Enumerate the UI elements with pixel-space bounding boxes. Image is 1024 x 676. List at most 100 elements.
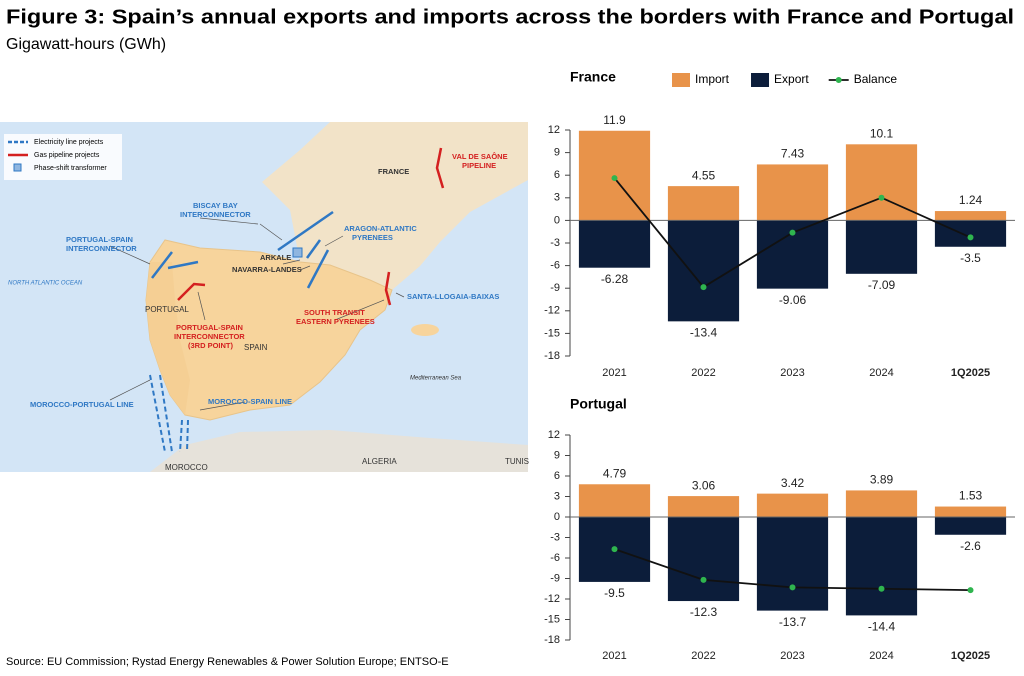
balance-marker xyxy=(967,587,974,594)
subtitle: Gigawatt-hours (GWh) xyxy=(6,36,166,53)
data-label: -7.09 xyxy=(868,278,896,292)
y-tick-label: -12 xyxy=(544,305,560,317)
data-label: 3.42 xyxy=(781,476,805,490)
legend-swatch xyxy=(672,73,690,87)
map-label: ARKALE xyxy=(260,253,291,262)
y-tick-label: -15 xyxy=(544,327,560,339)
y-tick-label: -18 xyxy=(544,634,560,646)
data-label: 3.89 xyxy=(870,473,894,487)
transformer xyxy=(292,247,303,258)
balance-marker xyxy=(967,234,974,241)
chart-title: Portugal xyxy=(570,396,627,412)
map-label: PORTUGAL-SPAIN INTERCONNECTOR (3RD POINT) xyxy=(174,323,245,350)
x-tick-label: 2023 xyxy=(780,367,804,379)
y-tick-label: -15 xyxy=(544,613,560,625)
data-label: 1.53 xyxy=(959,489,983,503)
electricity-line xyxy=(151,210,334,289)
title: Figure 3: Spain’s annual exports and imp… xyxy=(6,6,1014,28)
map-label: NAVARRA-LANDES xyxy=(232,265,302,274)
legend-label: Export xyxy=(774,72,809,86)
y-tick-label: 6 xyxy=(554,470,560,482)
map-label: ARAGON-ATLANTIC PYRENEES xyxy=(344,224,417,242)
x-tick-label: 2022 xyxy=(691,650,715,662)
y-tick-label: 0 xyxy=(554,511,560,523)
x-tick-label: 2021 xyxy=(602,367,626,379)
map-legend-label: Electricity line projects xyxy=(34,139,104,146)
bar xyxy=(667,496,740,517)
bar xyxy=(756,493,829,517)
map-legend-label: Gas pipeline projects xyxy=(34,152,100,159)
map-label: TUNIS xyxy=(505,457,529,466)
data-label: -2.6 xyxy=(960,539,981,553)
legend-swatch xyxy=(835,77,842,83)
y-tick-label: 9 xyxy=(554,147,560,159)
balance-marker xyxy=(611,546,618,553)
data-label: -9.5 xyxy=(604,586,625,600)
bar xyxy=(934,220,1007,247)
bar xyxy=(667,517,740,602)
map-label: BISCAY BAY INTERCONNECTOR xyxy=(180,201,251,219)
map-label: SANTA-LLOGAIA-BAIXAS xyxy=(407,292,499,301)
balance-marker xyxy=(700,284,707,291)
data-label: 4.79 xyxy=(603,466,627,480)
data-label: 11.9 xyxy=(603,113,626,127)
gas-pipeline xyxy=(177,147,445,306)
y-tick-label: 12 xyxy=(548,124,560,136)
map-label: SOUTH TRANSIT EASTERN PYRENEES xyxy=(296,308,375,326)
bar xyxy=(845,490,918,517)
bar xyxy=(667,220,740,322)
map-label: NORTH ATLANTIC OCEAN xyxy=(8,281,83,287)
map-label: FRANCE xyxy=(378,167,409,176)
y-tick-label: 3 xyxy=(554,192,560,204)
map-label: SPAIN xyxy=(244,343,268,352)
y-tick-label: -18 xyxy=(544,350,560,362)
map-legend-label: Phase-shift transformer xyxy=(34,165,107,172)
bar xyxy=(667,186,740,221)
y-tick-label: -6 xyxy=(550,260,560,272)
map-label: MOROCCO-PORTUGAL LINE xyxy=(30,400,134,409)
balance-marker xyxy=(789,584,796,591)
data-label: 7.43 xyxy=(781,147,805,161)
chart-title: France xyxy=(570,69,616,85)
portugal-land xyxy=(146,262,190,415)
leader-line xyxy=(109,217,405,411)
y-tick-label: 9 xyxy=(554,449,560,461)
legend-transformer xyxy=(13,163,22,172)
balance-marker xyxy=(878,194,885,201)
map-label: MOROCCO-SPAIN LINE xyxy=(208,397,292,406)
x-tick-label: 1Q2025 xyxy=(951,650,990,662)
map-label: Mediterranean Sea xyxy=(410,376,462,382)
data-label: -9.06 xyxy=(779,293,807,307)
bar xyxy=(845,220,918,274)
map-label: PORTUGAL xyxy=(145,305,189,314)
bar xyxy=(934,517,1007,535)
x-tick-label: 2021 xyxy=(602,650,626,662)
legend-label: Balance xyxy=(854,72,898,86)
africa-land xyxy=(150,430,528,472)
bar xyxy=(756,164,829,221)
x-tick-label: 2023 xyxy=(780,650,804,662)
balance-marker xyxy=(611,175,618,182)
map-label: ALGERIA xyxy=(362,457,397,466)
map-label: PORTUGAL-SPAIN INTERCONNECTOR xyxy=(66,235,137,253)
legend-label: Import xyxy=(695,72,730,86)
data-label: 4.55 xyxy=(692,168,716,182)
data-label: -13.7 xyxy=(779,615,807,629)
y-tick-label: -3 xyxy=(550,237,560,249)
data-label: -6.28 xyxy=(601,272,629,286)
data-label: -13.4 xyxy=(690,326,718,340)
x-tick-label: 2024 xyxy=(869,650,893,662)
legend-swatch xyxy=(751,73,770,87)
island xyxy=(411,324,439,336)
bar xyxy=(756,517,829,611)
bar xyxy=(578,220,651,268)
x-tick-label: 1Q2025 xyxy=(951,367,990,379)
data-label: -12.3 xyxy=(690,605,718,619)
data-label: 3.06 xyxy=(692,478,716,492)
data-label: -3.5 xyxy=(960,251,981,265)
y-tick-label: 12 xyxy=(548,429,560,441)
iberia-land xyxy=(145,239,393,421)
x-tick-label: 2024 xyxy=(869,367,893,379)
y-tick-label: -6 xyxy=(550,552,560,564)
